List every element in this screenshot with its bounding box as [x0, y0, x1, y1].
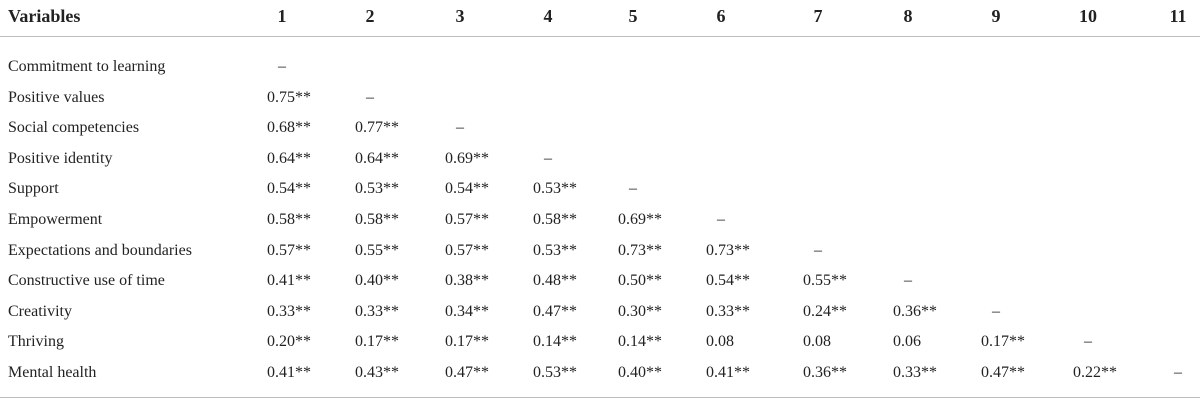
cell: 0.22** [1073, 364, 1117, 381]
cell: 0.36** [803, 364, 847, 381]
cell: 0.50** [618, 272, 662, 290]
header-cell: 3 [455, 6, 465, 26]
cell: 0.54** [445, 180, 489, 198]
row-label: Commitment to learning [8, 58, 166, 75]
row-label: Creativity [8, 302, 72, 320]
cell: – [366, 88, 374, 106]
cell: 0.47** [445, 364, 489, 381]
cell: 0.58** [355, 211, 399, 228]
header-rule [0, 36, 1200, 37]
cell: 0.57** [445, 241, 489, 259]
cell: – [456, 119, 464, 137]
cell: 0.57** [445, 211, 489, 228]
cell: 0.54** [706, 272, 750, 290]
cell: 0.38** [445, 272, 489, 290]
cell: 0.47** [981, 364, 1025, 381]
cell: – [904, 272, 912, 290]
cell: 0.08 [706, 333, 734, 351]
header-cell: 2 [365, 6, 375, 26]
cell: 0.33** [706, 302, 750, 320]
header-cell: 10 [1079, 6, 1097, 26]
cell: 0.58** [533, 211, 577, 228]
header-cell: 5 [628, 6, 638, 26]
cell: 0.08 [803, 333, 831, 351]
row-label: Empowerment [8, 211, 103, 228]
cell: 0.43** [355, 364, 399, 381]
header-cell: 1 [277, 6, 287, 26]
header-cell: 11 [1169, 6, 1187, 26]
cell: 0.33** [267, 302, 311, 320]
cell: – [278, 58, 286, 75]
cell: 0.53** [533, 180, 577, 198]
cell: 0.47** [533, 302, 577, 320]
cell: 0.73** [618, 241, 662, 259]
cell: 0.40** [355, 272, 399, 290]
cell: 0.33** [355, 302, 399, 320]
cell: 0.41** [267, 272, 311, 290]
cell: – [1084, 333, 1092, 351]
cell: – [992, 302, 1000, 320]
cell: – [629, 180, 637, 198]
header-cell: Variables [8, 6, 81, 26]
cell: 0.14** [618, 333, 662, 351]
row-label: Constructive use of time [8, 272, 165, 290]
cell: 0.75** [267, 88, 311, 106]
cell: 0.06 [893, 333, 921, 351]
header-cell: 7 [813, 6, 823, 26]
header-cell: 6 [716, 6, 726, 26]
cell: 0.54** [267, 180, 311, 198]
cell: 0.48** [533, 272, 577, 290]
cell: 0.64** [267, 149, 311, 167]
cell: 0.17** [981, 333, 1025, 351]
cell: 0.17** [445, 333, 489, 351]
cell: 0.77** [355, 119, 399, 137]
cell: 0.53** [533, 364, 577, 381]
row-label: Mental health [8, 364, 97, 381]
cell: 0.34** [445, 302, 489, 320]
cell: 0.20** [267, 333, 311, 351]
cell: 0.41** [267, 364, 311, 381]
cell: 0.69** [618, 211, 662, 228]
header-cell: 9 [991, 6, 1001, 26]
cell: 0.58** [267, 211, 311, 228]
cell: 0.57** [267, 241, 311, 259]
cell: 0.33** [893, 364, 937, 381]
row-label: Support [8, 180, 59, 198]
cell: 0.53** [533, 241, 577, 259]
cell: 0.30** [618, 302, 662, 320]
row-label: Expectations and boundaries [8, 241, 192, 259]
cell: 0.68** [267, 119, 311, 137]
cell: 0.64** [355, 149, 399, 167]
bottom-rule [0, 397, 1200, 398]
cell: – [544, 149, 552, 167]
row-label: Positive identity [8, 149, 113, 167]
header-cell: 8 [903, 6, 913, 26]
row-label: Thriving [8, 333, 64, 351]
cell: 0.17** [355, 333, 399, 351]
cell: – [1174, 364, 1182, 381]
cell: 0.40** [618, 364, 662, 381]
cell: 0.55** [355, 241, 399, 259]
cell: – [717, 211, 725, 228]
cell: 0.53** [355, 180, 399, 198]
row-label: Social competencies [8, 119, 140, 137]
cell: 0.14** [533, 333, 577, 351]
cell: 0.69** [445, 149, 489, 167]
cell: – [814, 241, 822, 259]
row-label: Positive values [8, 88, 105, 106]
cell: 0.41** [706, 364, 750, 381]
cell: 0.55** [803, 272, 847, 290]
cell: 0.24** [803, 302, 847, 320]
header-cell: 4 [543, 6, 553, 26]
cell: 0.36** [893, 302, 937, 320]
cell: 0.73** [706, 241, 750, 259]
